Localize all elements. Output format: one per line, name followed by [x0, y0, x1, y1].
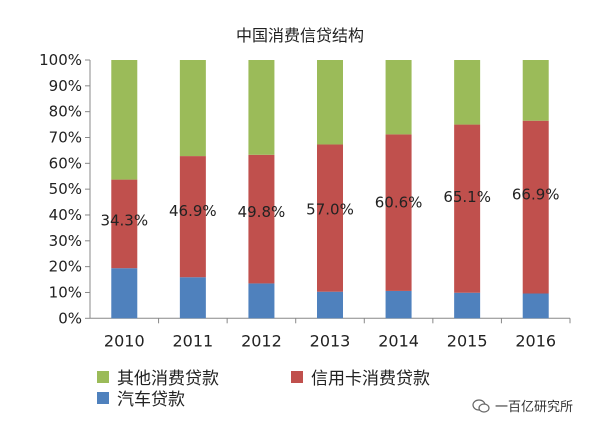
- x-tick-label: 2010: [104, 331, 145, 350]
- y-tick-label: 10%: [49, 283, 82, 301]
- y-tick-label: 20%: [49, 258, 82, 276]
- bar-other-2012: [248, 60, 275, 155]
- legend-swatch-credit-card: [291, 370, 303, 383]
- y-tick-label: 100%: [39, 51, 82, 69]
- bar-auto-2010: [111, 268, 138, 319]
- legend-label-auto: 汽车贷款: [117, 390, 185, 410]
- legend-item-other: 其他消费贷款: [97, 364, 219, 389]
- bar-auto-2015: [454, 292, 481, 319]
- x-tick-label: 2012: [241, 331, 282, 350]
- bar-credit-card-2011: [179, 156, 206, 278]
- bar-auto-2013: [317, 291, 343, 319]
- bar-other-2014: [385, 60, 412, 135]
- x-tick-label: 2013: [310, 331, 351, 350]
- legend-label-credit-card: 信用卡消费贷款: [311, 369, 430, 389]
- bar-credit-card-2012: [248, 154, 275, 284]
- y-tick-label: 90%: [49, 77, 82, 95]
- y-tick-label: 80%: [49, 103, 82, 121]
- data-label: 65.1%: [443, 188, 491, 206]
- watermark-text: 一百亿研究所: [495, 400, 574, 415]
- bar-credit-card-2013: [317, 144, 343, 292]
- legend-item-credit-card: 信用卡消费贷款: [291, 364, 430, 389]
- y-tick-label: 40%: [49, 206, 82, 224]
- bar-auto-2011: [179, 277, 206, 319]
- x-tick-label: 2016: [515, 331, 556, 350]
- bar-other-2011: [179, 60, 206, 157]
- legend-swatch-auto: [97, 391, 109, 404]
- x-tick-label: 2011: [172, 331, 213, 350]
- y-tick-label: 30%: [49, 232, 82, 250]
- bar-credit-card-2010: [111, 179, 138, 269]
- bar-other-2015: [454, 60, 481, 125]
- y-tick-label: 0%: [58, 309, 82, 327]
- bar-credit-card-2015: [454, 124, 481, 293]
- bar-auto-2014: [385, 290, 412, 319]
- data-label: 46.9%: [169, 202, 217, 220]
- bar-other-2013: [317, 60, 343, 145]
- data-label: 57.0%: [306, 200, 354, 218]
- data-label: 49.8%: [238, 203, 286, 221]
- bar-auto-2016: [522, 293, 549, 319]
- chart-title: 中国消费信贷结构: [235, 26, 364, 45]
- watermark: 一百亿研究所: [472, 396, 573, 415]
- data-label: 34.3%: [100, 211, 148, 229]
- legend-swatch-other: [97, 370, 109, 383]
- x-tick-label: 2014: [378, 331, 419, 350]
- x-tick-label: 2015: [447, 331, 488, 350]
- data-label: 66.9%: [512, 186, 560, 204]
- bar-auto-2012: [248, 283, 275, 319]
- y-tick-label: 50%: [49, 180, 82, 198]
- y-tick-label: 60%: [49, 154, 82, 172]
- bar-credit-card-2014: [385, 134, 412, 291]
- wechat-icon: [472, 398, 490, 413]
- y-tick-label: 70%: [49, 128, 82, 146]
- bar-credit-card-2016: [522, 120, 549, 294]
- legend-item-auto: 汽车贷款: [97, 385, 185, 410]
- bar-other-2010: [111, 60, 138, 180]
- bar-other-2016: [522, 60, 549, 121]
- data-label: 60.6%: [375, 194, 423, 212]
- legend-label-other: 其他消费贷款: [117, 369, 219, 389]
